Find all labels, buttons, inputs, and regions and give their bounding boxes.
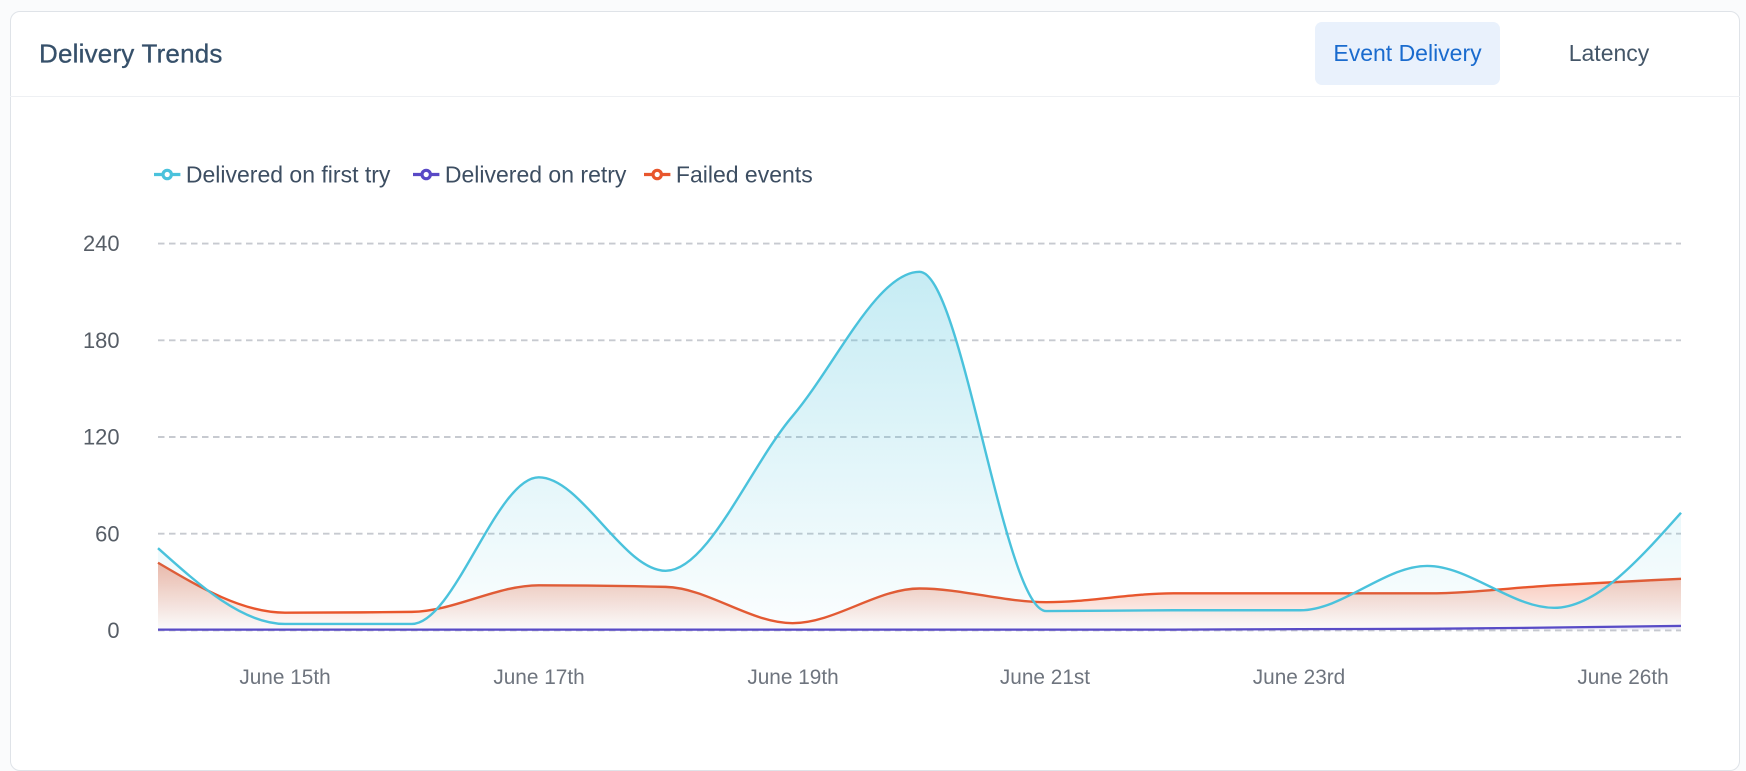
svg-text:June 17th: June 17th xyxy=(493,666,584,689)
svg-text:Delivered on first try: Delivered on first try xyxy=(186,162,391,188)
svg-text:0: 0 xyxy=(107,618,119,643)
svg-text:June 21st: June 21st xyxy=(1000,666,1090,689)
svg-text:June 26th: June 26th xyxy=(1577,666,1668,689)
svg-text:60: 60 xyxy=(95,521,119,546)
svg-text:Failed events: Failed events xyxy=(676,162,813,188)
svg-text:June 23rd: June 23rd xyxy=(1253,666,1346,689)
svg-text:240: 240 xyxy=(83,231,120,256)
svg-text:June 15th: June 15th xyxy=(239,666,330,689)
svg-text:180: 180 xyxy=(83,328,120,353)
svg-text:June 19th: June 19th xyxy=(747,666,838,689)
svg-text:120: 120 xyxy=(83,425,120,450)
svg-text:Delivered on retry: Delivered on retry xyxy=(445,162,627,188)
